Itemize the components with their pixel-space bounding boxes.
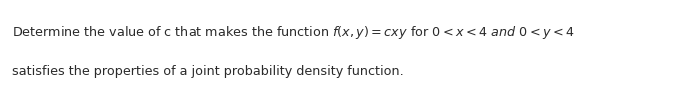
Text: Determine the value of c that makes the function $f(x, y) = cxy$ for $0 < x < 4$: Determine the value of c that makes the … bbox=[12, 24, 576, 41]
Text: satisfies the properties of a joint probability density function.: satisfies the properties of a joint prob… bbox=[12, 65, 404, 78]
